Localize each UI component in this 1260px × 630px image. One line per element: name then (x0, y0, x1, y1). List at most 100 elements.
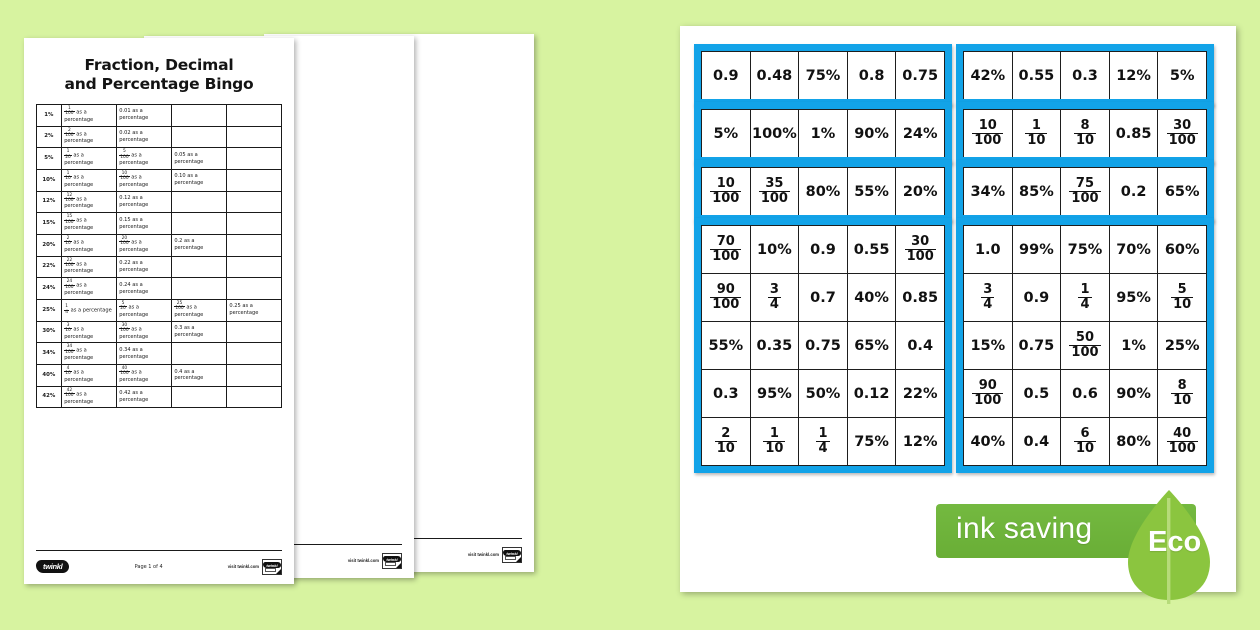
bingo-cell[interactable]: 0.85 (895, 273, 945, 322)
bingo-cell[interactable]: 1 10 (1011, 109, 1062, 157)
equivalent-cell: 15 100 as a percentage (60, 212, 117, 235)
bingo-cell[interactable]: 1% (798, 109, 848, 157)
bingo-cell[interactable]: 0.7 (798, 273, 848, 322)
bingo-cell[interactable]: 24% (895, 109, 945, 157)
bingo-cell[interactable]: 100% (749, 109, 800, 157)
bingo-row: 70 100 10% 0.9 0.55 30 100 (701, 225, 945, 274)
bingo-card-front[interactable]: 1.0 99% 75% 70% 60% 3 4 0.9 1 4 95% 5 10 15% 0.75 50 100… (956, 218, 1214, 473)
bingo-cell[interactable]: 80% (1108, 417, 1159, 466)
bingo-cell[interactable]: 25% (1157, 321, 1207, 370)
bingo-card[interactable]: 10 100 1 10 8 10 0.85 30 100 (956, 102, 1214, 164)
bingo-cell[interactable]: 55% (701, 321, 751, 370)
bingo-cell[interactable]: 75% (846, 417, 897, 466)
equivalent-cell: 0.3 as a percentage (170, 320, 227, 344)
bingo-cell[interactable]: 0.9 (701, 51, 751, 99)
bingo-cell[interactable]: 0.9 (798, 225, 848, 274)
bingo-cell[interactable]: 0.3 (701, 369, 751, 418)
bingo-cell[interactable]: 12% (895, 417, 945, 466)
fraction-denominator: 100 (906, 249, 934, 264)
bingo-cell[interactable]: 0.75 (798, 321, 848, 370)
bingo-cell[interactable]: 70% (1108, 225, 1159, 274)
bingo-cell[interactable]: 5 10 (1157, 273, 1207, 322)
equivalent-cell (170, 255, 227, 279)
bingo-cell[interactable]: 8 10 (1060, 109, 1110, 157)
fraction-numerator: 70 (710, 235, 742, 250)
bingo-cell[interactable]: 0.4 (1011, 417, 1062, 466)
bingo-cell[interactable]: 6 10 (1060, 417, 1110, 466)
bingo-cell[interactable]: 0.6 (1060, 369, 1110, 418)
bingo-cell[interactable]: 22% (895, 369, 945, 418)
bingo-cell[interactable]: 8 10 (1157, 369, 1207, 418)
bingo-cell[interactable]: 10% (749, 225, 800, 274)
bingo-cell[interactable]: 40% (963, 417, 1013, 466)
bingo-cell[interactable]: 0.75 (1011, 321, 1062, 370)
bingo-card[interactable]: 10 100 35 100 80% 55% 20% (694, 160, 952, 222)
bingo-cell[interactable]: 0.75 (895, 51, 945, 99)
bingo-cell[interactable]: 0.2 (1108, 167, 1159, 215)
bingo-cell[interactable]: 1 10 (749, 417, 800, 466)
bingo-cell[interactable]: 0.48 (749, 51, 800, 99)
bingo-cell[interactable]: 70 100 (701, 225, 751, 274)
bingo-cell[interactable]: 90% (846, 109, 897, 157)
bingo-card-front[interactable]: 70 100 10% 0.9 0.55 30 100 90 100 3 4 0.7 40% 0.85 55%… (694, 218, 952, 473)
bingo-cell[interactable]: 75% (1060, 225, 1110, 274)
bingo-cell[interactable]: 60% (1157, 225, 1207, 274)
bingo-card[interactable]: 0.9 0.48 75% 0.8 0.75 (694, 44, 952, 106)
bingo-cell[interactable]: 1% (1108, 321, 1159, 370)
bingo-cell[interactable]: 90 100 (963, 369, 1013, 418)
visit-link-label[interactable]: visit twinkl.com (347, 558, 379, 563)
bingo-cell[interactable]: 15% (963, 321, 1013, 370)
worksheet-page-1[interactable]: Fraction, Decimal and Percentage Bingo 1… (24, 38, 294, 584)
bingo-cell[interactable]: 0.35 (749, 321, 800, 370)
bingo-cell[interactable]: 75% (798, 51, 848, 99)
bingo-cell[interactable]: 65% (1157, 167, 1207, 215)
fraction-numerator: 90 (972, 379, 1004, 394)
bingo-cell[interactable]: 0.55 (1011, 51, 1062, 99)
bingo-cell[interactable]: 85% (1011, 167, 1062, 215)
bingo-card[interactable]: 5% 100% 1% 90% 24% (694, 102, 952, 164)
bingo-cell[interactable]: 65% (846, 321, 897, 370)
bingo-cell[interactable]: 75 100 (1060, 167, 1110, 215)
bingo-cell[interactable]: 0.5 (1011, 369, 1062, 418)
bingo-cell[interactable]: 55% (846, 167, 897, 215)
bingo-cell[interactable]: 20% (895, 167, 945, 215)
bingo-cell[interactable]: 95% (1108, 273, 1159, 322)
bingo-cell[interactable]: 99% (1011, 225, 1062, 274)
bingo-cell[interactable]: 34% (963, 167, 1013, 215)
bingo-cell[interactable]: 0.4 (895, 321, 945, 370)
bingo-cell[interactable]: 30 100 (895, 225, 945, 274)
bingo-cell[interactable]: 12% (1108, 51, 1159, 99)
bingo-card[interactable]: 42% 0.55 0.3 12% 5% (956, 44, 1214, 106)
bingo-cell[interactable]: 80% (798, 167, 848, 215)
bingo-cell[interactable]: 5% (1157, 51, 1207, 99)
bingo-row: 42% 0.55 0.3 12% 5% (963, 51, 1207, 99)
bingo-card[interactable]: 34% 85% 75 100 0.2 65% (956, 160, 1214, 222)
bingo-cell[interactable]: 5% (701, 109, 751, 157)
bingo-cell[interactable]: 10 100 (701, 167, 751, 215)
bingo-cell[interactable]: 30 100 (1157, 109, 1207, 157)
bingo-cell[interactable]: 90 100 (701, 273, 751, 322)
bingo-cell[interactable]: 2 10 (701, 417, 751, 466)
bingo-cell[interactable]: 35 100 (749, 167, 800, 215)
bingo-cell[interactable]: 50% (798, 369, 848, 418)
bingo-cell[interactable]: 95% (749, 369, 800, 418)
bingo-cell[interactable]: 1.0 (963, 225, 1013, 274)
bingo-cell[interactable]: 0.12 (846, 369, 897, 418)
bingo-cell[interactable]: 0.9 (1011, 273, 1062, 322)
bingo-cell[interactable]: 40% (846, 273, 897, 322)
bingo-cell[interactable]: 10 100 (963, 109, 1013, 157)
bingo-cell[interactable]: 0.85 (1108, 109, 1159, 157)
bingo-cell[interactable]: 42% (963, 51, 1013, 99)
bingo-cell[interactable]: 0.55 (846, 225, 897, 274)
bingo-cell[interactable]: 90% (1108, 369, 1159, 418)
bingo-cell[interactable]: 0.8 (846, 51, 897, 99)
visit-link-label[interactable]: visit twinkl.com (227, 564, 259, 569)
visit-link-label[interactable]: visit twinkl.com (467, 552, 499, 557)
bingo-cell[interactable]: 50 100 (1060, 321, 1110, 370)
bingo-cell[interactable]: 40 100 (1157, 417, 1207, 466)
bingo-cell[interactable]: 0.3 (1060, 51, 1110, 99)
